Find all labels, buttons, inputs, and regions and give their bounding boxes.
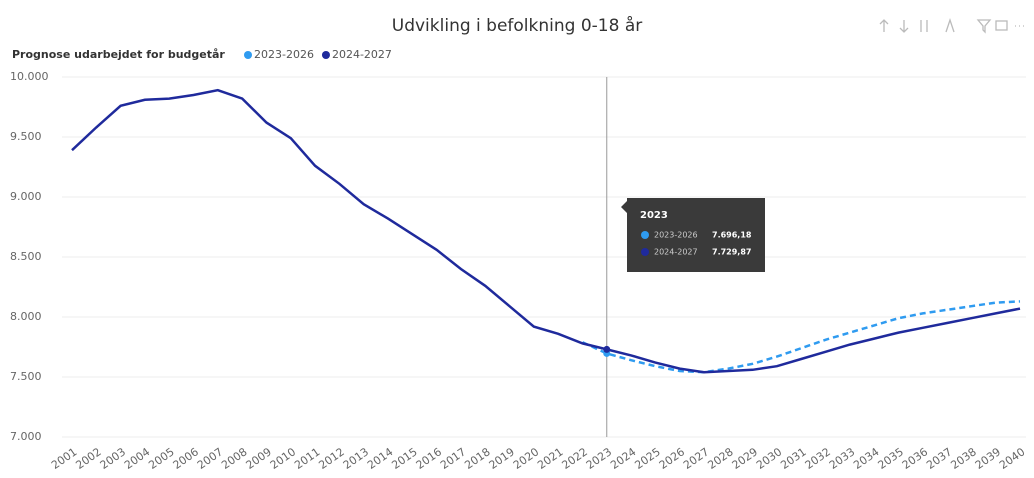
- x-tick-label: 2005: [146, 445, 176, 472]
- x-tick-label: 2011: [292, 445, 322, 472]
- x-tick-label: 2027: [681, 445, 711, 472]
- expand-icon[interactable]: [920, 20, 928, 32]
- legend-label: 2024-2027: [332, 48, 392, 61]
- x-tick-label: 2024: [608, 445, 638, 472]
- x-tick-label: 2035: [876, 445, 906, 472]
- y-tick-label: 8.500: [10, 250, 42, 263]
- x-tick-label: 2037: [924, 445, 954, 472]
- legend-label: 2023-2026: [254, 48, 314, 61]
- x-tick-label: 2002: [73, 445, 103, 472]
- tooltip-box: [621, 198, 765, 272]
- x-tick-label: 2036: [900, 445, 930, 472]
- x-tick-label: 2028: [705, 445, 735, 472]
- x-tick-label: 2020: [511, 445, 541, 472]
- x-tick-label: 2004: [122, 445, 152, 472]
- x-tick-label: 2018: [462, 445, 492, 472]
- x-tick-label: 2009: [244, 445, 274, 472]
- chart-title: Udvikling i befolkning 0-18 år: [392, 15, 642, 36]
- x-tick-label: 2015: [389, 445, 419, 472]
- toolbar[interactable]: [879, 17, 1024, 34]
- x-tick-label: 2030: [754, 445, 784, 472]
- x-tick-label: 2040: [997, 445, 1027, 472]
- x-tick-label: 2023: [584, 445, 614, 472]
- x-tick-label: 2038: [948, 445, 978, 472]
- tooltip-title: 2023: [640, 210, 668, 221]
- tooltip: 2023 2023-2026 7.696,18 2024-2027 7.729,87: [621, 198, 765, 272]
- y-tick-label: 8.000: [10, 310, 42, 323]
- x-tick-label: 2025: [632, 445, 662, 472]
- x-tick-label: 2029: [730, 445, 760, 472]
- x-tick-label: 2021: [535, 445, 565, 472]
- drill-down-icon[interactable]: [899, 20, 909, 33]
- series-line: [71, 88, 1021, 374]
- x-tick-label: 2012: [316, 445, 346, 472]
- x-tick-label: 2017: [438, 445, 468, 472]
- legend-marker: [321, 51, 330, 59]
- y-tick-label: 9.000: [10, 190, 42, 203]
- hover-point: [603, 345, 611, 353]
- filter-icon[interactable]: [976, 19, 992, 34]
- x-tick-label: 2006: [171, 445, 201, 472]
- x-tick-label: 2031: [778, 445, 808, 472]
- tooltip-series: 2023-2026: [654, 231, 698, 240]
- x-tick-label: 2022: [560, 445, 590, 472]
- x-tick-label: 2010: [268, 445, 298, 472]
- x-tick-label: 2032: [803, 445, 833, 472]
- x-tick-label: 2001: [49, 445, 79, 472]
- y-tick-label: 10.000: [10, 70, 49, 83]
- x-tick-label: 2026: [657, 445, 687, 472]
- x-tick-label: 2003: [98, 445, 128, 472]
- x-tick-label: 2008: [219, 445, 249, 472]
- hierarchy-icon[interactable]: [945, 17, 955, 33]
- y-tick-label: 7.500: [10, 370, 42, 383]
- x-tick-label: 2016: [414, 445, 444, 472]
- focus-icon[interactable]: [995, 20, 1008, 31]
- tooltip-series: 2024-2027: [654, 248, 698, 257]
- tooltip-marker: [641, 231, 649, 239]
- x-tick-label: 2033: [827, 445, 857, 472]
- tooltip-marker: [641, 248, 649, 256]
- x-tick-label: 2039: [973, 445, 1003, 472]
- tooltip-value: 7.696,18: [712, 231, 752, 240]
- y-tick-label: 7.000: [10, 430, 42, 443]
- x-tick-label: 2034: [851, 445, 881, 472]
- x-tick-label: 2007: [195, 445, 225, 472]
- x-tick-label: 2013: [341, 445, 371, 472]
- x-tick-label: 2014: [365, 445, 395, 472]
- tooltip-value: 7.729,87: [712, 248, 751, 257]
- x-tick-label: 2019: [487, 445, 517, 472]
- legend-marker: [244, 51, 252, 59]
- y-tick-label: 9.500: [10, 130, 42, 143]
- legend-title: Prognose udarbejdet for budgetår: [12, 48, 225, 61]
- drill-up-icon[interactable]: [879, 19, 889, 32]
